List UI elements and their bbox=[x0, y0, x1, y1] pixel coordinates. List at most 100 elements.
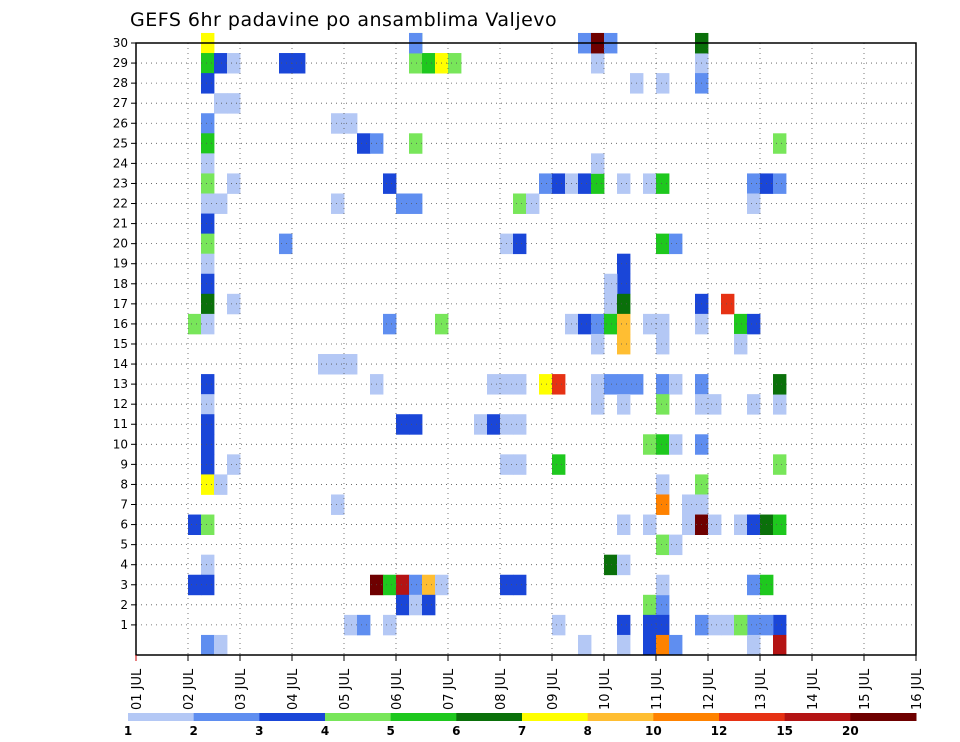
heatmap-cell bbox=[773, 454, 787, 475]
y-tick-label: 23 bbox=[113, 176, 128, 190]
heatmap-cell bbox=[604, 273, 618, 295]
color-legend: 1 2 3 4 5 6 7 8 10 12 15 20 bbox=[124, 713, 917, 738]
heatmap-cell bbox=[201, 113, 215, 134]
heatmap-cell bbox=[617, 514, 631, 536]
heatmap-cells bbox=[188, 32, 787, 656]
heatmap-cell bbox=[656, 534, 670, 556]
heatmap-cell bbox=[188, 574, 202, 596]
heatmap-cell bbox=[747, 313, 761, 335]
y-tick-label: 17 bbox=[113, 297, 128, 311]
heatmap-cell bbox=[669, 434, 683, 455]
y-tick-label: 27 bbox=[113, 96, 128, 110]
legend-swatch bbox=[522, 713, 589, 721]
heatmap-cell bbox=[214, 193, 228, 214]
heatmap-cell bbox=[201, 434, 215, 455]
heatmap-cell bbox=[357, 614, 371, 636]
heatmap-cell bbox=[747, 173, 761, 194]
heatmap-cell bbox=[396, 193, 410, 214]
heatmap-cell bbox=[552, 173, 566, 194]
heatmap-cell bbox=[656, 173, 670, 194]
heatmap-cell bbox=[383, 614, 397, 636]
y-tick-label: 9 bbox=[120, 457, 128, 471]
y-tick-label: 8 bbox=[120, 477, 128, 491]
legend-label: 10 bbox=[645, 724, 662, 738]
heatmap-cell bbox=[409, 594, 423, 616]
heatmap-cell bbox=[331, 494, 345, 515]
heatmap-cell bbox=[656, 634, 670, 656]
chart-title: GEFS 6hr padavine po ansamblima Valjevo bbox=[130, 9, 557, 31]
heatmap-cell bbox=[656, 394, 670, 415]
heatmap-cell bbox=[201, 554, 215, 576]
heatmap-cell bbox=[201, 414, 215, 435]
legend-label: 8 bbox=[583, 724, 591, 738]
y-tick-label: 16 bbox=[113, 317, 128, 331]
y-tick-label: 26 bbox=[113, 116, 128, 130]
heatmap-cell bbox=[331, 193, 345, 214]
x-tick-label: 04 JUL bbox=[286, 668, 301, 710]
heatmap-cell bbox=[201, 233, 215, 255]
legend-label: 3 bbox=[255, 724, 263, 738]
heatmap-cell bbox=[591, 313, 605, 335]
x-tick-label: 07 JUL bbox=[442, 668, 457, 710]
heatmap-cell bbox=[669, 534, 683, 556]
heatmap-cell bbox=[201, 153, 215, 174]
y-tick-label: 22 bbox=[113, 197, 128, 211]
y-tick-label: 6 bbox=[120, 518, 128, 532]
y-tick-label: 28 bbox=[113, 76, 128, 90]
heatmap-cell bbox=[734, 614, 748, 636]
y-tick-label: 20 bbox=[113, 237, 128, 251]
heatmap-cell bbox=[656, 494, 670, 515]
y-tick-label: 10 bbox=[113, 437, 128, 451]
x-tick-label: 05 JUL bbox=[338, 668, 353, 710]
x-axis-ticks: 01 JUL 02 JUL 03 JUL 04 JUL 05 JUL 06 JUL 07 J… bbox=[130, 655, 925, 710]
legend-label: 20 bbox=[842, 724, 859, 738]
heatmap-cell bbox=[591, 53, 605, 74]
legend-swatch bbox=[325, 713, 392, 721]
heatmap-cell bbox=[643, 514, 657, 536]
legend-swatch bbox=[587, 713, 654, 721]
heatmap-cell bbox=[617, 614, 631, 636]
heatmap-cell bbox=[617, 293, 631, 315]
heatmap-cell bbox=[422, 574, 436, 596]
heatmap-cell bbox=[773, 374, 787, 395]
plot-frame bbox=[135, 42, 917, 656]
legend-swatch bbox=[456, 713, 523, 721]
heatmap-cell bbox=[578, 313, 592, 335]
heatmap-cell bbox=[409, 574, 423, 596]
heatmap-cell bbox=[591, 153, 605, 174]
heatmap-cell bbox=[188, 313, 202, 335]
legend-swatch bbox=[259, 713, 326, 721]
heatmap-cell bbox=[487, 414, 501, 435]
heatmap-cell bbox=[552, 614, 566, 636]
heatmap-cell bbox=[383, 173, 397, 194]
y-tick-label: 11 bbox=[113, 417, 128, 431]
legend-label: 6 bbox=[452, 724, 460, 738]
heatmap-cell bbox=[214, 634, 228, 656]
heatmap-cell bbox=[201, 574, 215, 596]
heatmap-cell bbox=[604, 554, 618, 576]
heatmap-cell bbox=[682, 494, 696, 515]
y-tick-label: 5 bbox=[120, 538, 128, 552]
heatmap-cell bbox=[201, 73, 215, 94]
heatmap-cell bbox=[617, 634, 631, 656]
heatmap-cell bbox=[643, 594, 657, 616]
heatmap-cell bbox=[617, 253, 631, 275]
legend-swatch bbox=[719, 713, 786, 721]
heatmap-cell bbox=[539, 173, 553, 194]
heatmap-cell bbox=[669, 634, 683, 656]
heatmap-cell bbox=[747, 614, 761, 636]
y-tick-label: 2 bbox=[120, 598, 128, 612]
heatmap-cell bbox=[201, 634, 215, 656]
heatmap-cell bbox=[656, 434, 670, 455]
heatmap-cell bbox=[747, 394, 761, 415]
y-tick-label: 24 bbox=[113, 156, 128, 170]
heatmap-cell bbox=[604, 293, 618, 315]
x-tick-label: 01 JUL bbox=[130, 668, 145, 710]
heatmap-cell bbox=[201, 193, 215, 214]
heatmap-cell bbox=[643, 173, 657, 194]
heatmap-cell bbox=[526, 193, 540, 214]
y-tick-label: 29 bbox=[113, 56, 128, 70]
heatmap-cell bbox=[617, 554, 631, 576]
heatmap-cell bbox=[656, 574, 670, 596]
